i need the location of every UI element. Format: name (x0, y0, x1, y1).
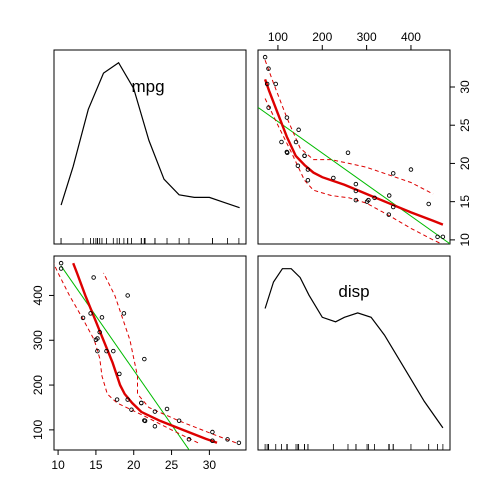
data-point-mpg-disp (210, 429, 215, 435)
data-point-disp-mpg (390, 204, 396, 210)
smooth-line-mpg-disp (72, 262, 218, 444)
data-point-disp-mpg (440, 234, 446, 240)
tick-label-disp-left: 100 (31, 420, 45, 440)
tick-label-mpg-bottom: 20 (127, 458, 141, 472)
data-point-mpg-disp (114, 397, 120, 402)
data-point-mpg-disp (80, 315, 86, 321)
data-point-disp-mpg (390, 171, 396, 176)
data-point-mpg-disp (236, 440, 242, 446)
tick-label-disp-top: 200 (312, 30, 332, 44)
data-point-mpg-disp (58, 266, 64, 271)
data-point-mpg-disp (95, 348, 100, 354)
tick-label-mpg-bottom: 10 (51, 458, 65, 472)
smooth-upper-disp-mpg (264, 60, 434, 195)
data-points (58, 54, 446, 446)
rug-marks (60, 238, 444, 450)
tick-label-disp-left: 300 (31, 330, 45, 350)
tick-label-disp-left: 400 (31, 285, 45, 305)
panel-disp-vs-mpg (53, 255, 247, 451)
data-point-disp-mpg (372, 195, 377, 201)
tick-label-disp-top: 300 (357, 30, 377, 44)
smooth-line-disp-mpg (263, 79, 444, 226)
data-point-disp-mpg (353, 188, 359, 194)
tick-label-mpg-right: 30 (458, 80, 472, 94)
data-point-disp-mpg (266, 66, 271, 71)
tick-label-mpg-right: 10 (458, 233, 472, 247)
data-point-mpg-disp (186, 437, 192, 442)
data-point-mpg-disp (91, 275, 96, 280)
tick-label-disp-top: 400 (401, 30, 421, 44)
density-curve-mpg (60, 61, 240, 209)
panel-disp-density (257, 255, 451, 451)
data-point-mpg-disp (117, 371, 122, 377)
data-point-mpg-disp (99, 315, 105, 320)
data-point-mpg-disp (142, 418, 147, 423)
data-point-mpg-disp (111, 348, 116, 354)
data-point-disp-mpg (264, 81, 270, 87)
diag-label-mpg: mpg (131, 77, 164, 96)
diag-label-disp: disp (338, 282, 369, 301)
tick-label-disp-top: 100 (268, 30, 288, 44)
regression-line-mpg-disp (60, 265, 190, 450)
data-point-disp-mpg (353, 181, 359, 187)
data-point-mpg-disp (164, 406, 170, 412)
panel-mpg-vs-disp (257, 49, 451, 245)
data-point-disp-mpg (435, 234, 440, 240)
data-point-disp-mpg (305, 178, 311, 183)
data-point-mpg-disp (142, 356, 147, 362)
data-point-mpg-disp (152, 424, 158, 429)
data-point-disp-mpg (266, 105, 271, 110)
data-point-disp-mpg (386, 212, 392, 217)
data-point-disp-mpg (293, 139, 299, 145)
smooth-upper-mpg-disp (103, 272, 237, 444)
data-point-disp-mpg (296, 127, 301, 133)
data-point-mpg-disp (93, 337, 99, 343)
data-point-mpg-disp (210, 438, 215, 444)
data-point-disp-mpg (345, 150, 351, 155)
data-point-disp-mpg (279, 139, 284, 145)
data-point-mpg-disp (152, 409, 158, 414)
data-point-mpg-disp (125, 397, 130, 402)
data-point-disp-mpg (295, 163, 301, 168)
data-point-disp-mpg (305, 167, 311, 172)
tick-label-mpg-bottom: 15 (89, 458, 103, 472)
data-point-mpg-disp (88, 311, 93, 316)
data-point-mpg-disp (225, 437, 230, 442)
data-point-disp-mpg (273, 81, 279, 87)
tick-label-mpg-right: 15 (458, 195, 472, 209)
tick-label-mpg-right: 25 (458, 118, 472, 132)
data-point-mpg-disp (121, 311, 127, 316)
data-point-mpg-disp (176, 418, 182, 424)
axes: 100 200 300 400 10 15 20 25 30 100 200 300 400 10 15 20… (31, 30, 472, 472)
fit-lines (54, 60, 450, 450)
data-point-disp-mpg (386, 193, 392, 198)
data-point-disp-mpg (284, 115, 290, 120)
density-curves (60, 61, 444, 429)
data-point-mpg-disp (129, 407, 134, 412)
tick-label-mpg-bottom: 30 (203, 458, 217, 472)
tick-label-disp-left: 200 (31, 375, 45, 395)
data-point-disp-mpg (408, 167, 414, 172)
data-point-mpg-disp (97, 329, 102, 335)
data-point-disp-mpg (364, 199, 370, 204)
data-point-disp-mpg (262, 54, 268, 60)
data-point-disp-mpg (353, 197, 359, 203)
data-point-disp-mpg (426, 201, 431, 207)
density-curve-disp (264, 268, 444, 429)
data-point-mpg-disp (139, 400, 144, 406)
tick-label-mpg-bottom: 25 (165, 458, 179, 472)
data-point-disp-mpg (284, 150, 290, 155)
data-point-disp-mpg (302, 153, 307, 159)
data-point-mpg-disp (104, 348, 109, 354)
data-point-disp-mpg (331, 175, 336, 181)
data-point-mpg-disp (125, 293, 130, 298)
regression-line-disp-mpg (258, 106, 450, 244)
panel-mpg-density (53, 49, 247, 245)
tick-label-mpg-right: 20 (458, 156, 472, 170)
data-point-mpg-disp (58, 260, 64, 266)
